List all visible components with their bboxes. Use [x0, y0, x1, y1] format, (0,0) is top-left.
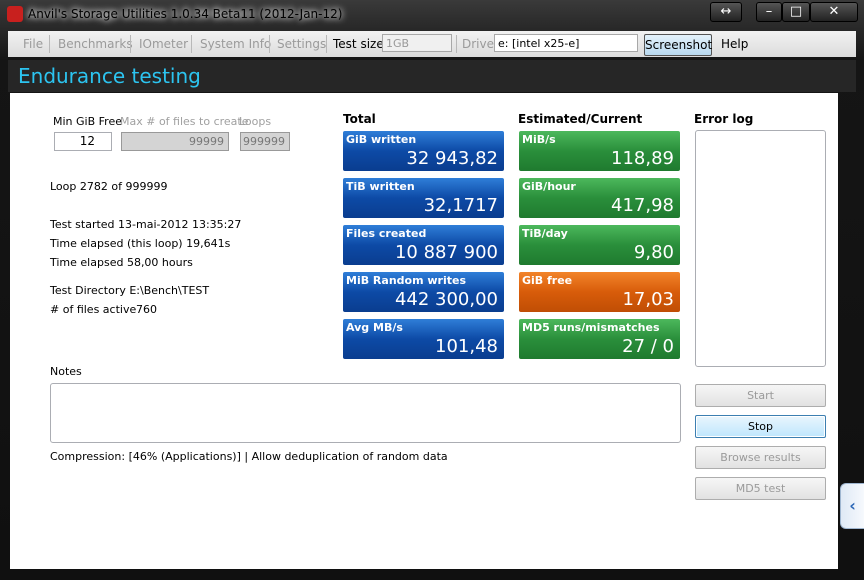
column-heading: Total — [343, 112, 376, 126]
tile-label: TiB written — [346, 180, 415, 193]
tile-label: MiB/s — [522, 133, 556, 146]
tile-label: MD5 runs/mismatches — [522, 321, 660, 334]
minimize-button[interactable]: – — [756, 2, 782, 22]
menu-item[interactable]: Benchmarks — [58, 37, 133, 51]
drive-label: Drive — [462, 37, 494, 51]
loops-label: Loops — [239, 115, 272, 128]
combo-value: 1GB — [386, 37, 410, 50]
window-title: Anvil's Storage Utilities 1.0.34 Beta11 … — [28, 7, 343, 21]
menu-item[interactable]: File — [23, 37, 44, 51]
side-tab[interactable]: ‹ — [840, 483, 864, 529]
min-free-label: Min GiB Free — [53, 115, 122, 128]
min-free-input[interactable]: 12 — [54, 132, 112, 151]
tile-value: 32 943,82 — [406, 148, 498, 169]
menu-item[interactable]: System Info — [200, 37, 272, 51]
stat-tile: GiB/hour 417,98 — [519, 178, 680, 218]
separator — [269, 35, 270, 53]
notes-box[interactable] — [50, 383, 681, 443]
tile-label: Files created — [346, 227, 427, 240]
loops-input: 999999 — [240, 132, 290, 151]
stat-tile: TiB written 32,1717 — [343, 178, 504, 218]
max-files-label: Max # of files to create — [120, 115, 249, 128]
menu-item[interactable]: Settings — [277, 37, 327, 51]
screenshot-button[interactable]: Screenshot — [644, 34, 712, 56]
combo-value: e: [intel x25-e] — [498, 37, 580, 50]
stop-button[interactable]: Stop — [695, 415, 826, 438]
separator — [191, 35, 192, 53]
stat-tile: MiB Random writes 442 300,00 — [343, 272, 504, 312]
tile-label: MiB Random writes — [346, 274, 467, 287]
test-size-label: Test size — [333, 37, 384, 51]
elapsed-total: Time elapsed 58,00 hours — [50, 256, 193, 269]
test-size-combo[interactable]: 1GB — [382, 34, 452, 52]
tile-value: 10 887 900 — [394, 242, 498, 263]
menu-item[interactable]: IOmeter — [139, 37, 189, 51]
menu-item[interactable]: Help — [721, 37, 749, 51]
stat-tile: Avg MB/s 101,48 — [343, 319, 504, 359]
compression-info: Compression: [46% (Applications)] | Allo… — [50, 450, 448, 463]
tile-label: Avg MB/s — [346, 321, 403, 334]
tile-value: 417,98 — [611, 195, 674, 216]
stat-tile: TiB/day 9,80 — [519, 225, 680, 265]
stat-tile: MD5 runs/mismatches 27 / 0 — [519, 319, 680, 359]
tile-value: 118,89 — [611, 148, 674, 169]
title-bar: Anvil's Storage Utilities 1.0.34 Beta11 … — [0, 0, 864, 30]
max-files-input: 99999 — [121, 132, 229, 151]
stat-tile: MiB/s 118,89 — [519, 131, 680, 171]
maximize-button[interactable]: □ — [782, 2, 810, 22]
loop-status: Loop 2782 of 999999 — [50, 180, 168, 193]
stat-tile: GiB free 17,03 — [519, 272, 680, 312]
tile-value: 9,80 — [633, 242, 674, 263]
tile-value: 27 / 0 — [622, 336, 674, 357]
main-panel: Min GiB Free Max # of files to create Lo… — [10, 93, 838, 569]
elapsed-loop: Time elapsed (this loop) 19,641s — [50, 237, 231, 250]
tile-value: 32,1717 — [423, 195, 498, 216]
notes-label: Notes — [50, 365, 82, 378]
app-icon — [7, 6, 23, 22]
section-title: Endurance testing — [18, 64, 201, 88]
test-directory: Test Directory E:\Bench\TEST — [50, 284, 210, 297]
column-heading: Estimated/Current — [518, 112, 643, 126]
stat-tile: Files created 10 887 900 — [343, 225, 504, 265]
section-header: Endurance testing — [8, 60, 856, 92]
browse-button[interactable]: Browse results — [695, 446, 826, 469]
error-log-box[interactable] — [695, 130, 826, 367]
tile-label: GiB free — [522, 274, 573, 287]
tile-label: GiB/hour — [522, 180, 576, 193]
files-active-label: # of files active — [50, 303, 137, 316]
separator — [49, 35, 50, 53]
tile-label: TiB/day — [522, 227, 568, 240]
separator — [456, 35, 457, 53]
test-started: Test started 13-mai-2012 13:35:27 — [50, 218, 242, 231]
tile-value: 101,48 — [435, 336, 498, 357]
resize-button[interactable]: ↔ — [710, 2, 742, 22]
files-active-value: 760 — [136, 303, 157, 316]
tile-value: 17,03 — [622, 289, 674, 310]
drive-combo[interactable]: e: [intel x25-e] — [494, 34, 638, 52]
separator — [130, 35, 131, 53]
start-button[interactable]: Start — [695, 384, 826, 407]
close-button[interactable]: ✕ — [810, 2, 858, 22]
separator — [326, 35, 327, 53]
tile-label: GiB written — [346, 133, 417, 146]
menu-bar: File Benchmarks IOmeter System Info Sett… — [8, 31, 856, 57]
stat-tile: GiB written 32 943,82 — [343, 131, 504, 171]
tile-value: 442 300,00 — [394, 289, 498, 310]
column-heading: Error log — [694, 112, 754, 126]
md5-button[interactable]: MD5 test — [695, 477, 826, 500]
